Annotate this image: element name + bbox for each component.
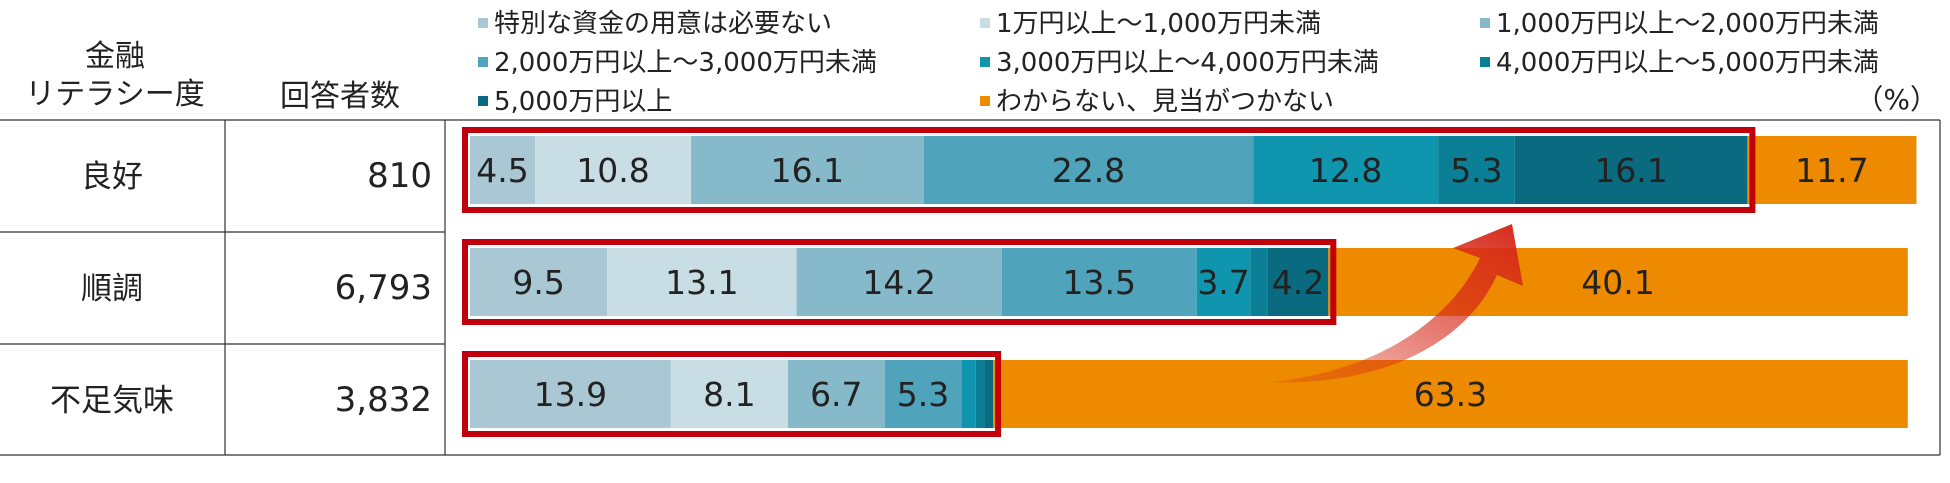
- respondent-count: 6,793: [335, 268, 432, 308]
- legend-swatch: [980, 95, 990, 106]
- legend-item: 1万円以上～1,000万円未満: [980, 8, 1321, 40]
- bar-segment: [1250, 248, 1268, 316]
- legend-label: 1万円以上～1,000万円未満: [996, 9, 1321, 39]
- highlight-frame: [462, 239, 1337, 325]
- respondent-count: 3,832: [335, 380, 432, 420]
- data-label: 4.2: [1272, 263, 1324, 302]
- bar-segment: [1438, 136, 1515, 204]
- bar-segment: [884, 360, 962, 428]
- bar-segment: [1747, 136, 1917, 204]
- bar-segment: [993, 360, 1908, 428]
- unit-label: （%）: [1855, 83, 1938, 116]
- bar-segment: [923, 136, 1254, 204]
- literacy-header-line1: 金融: [85, 39, 145, 74]
- category-label: 順調: [81, 271, 143, 307]
- data-label: 16.1: [1594, 151, 1667, 190]
- respondents-column-header: 回答者数: [280, 79, 400, 114]
- bar-segment: [961, 360, 976, 428]
- bar-segment: [691, 136, 924, 204]
- bar-segment: [787, 360, 885, 428]
- bar-segment: [984, 360, 994, 428]
- legend-item: 5,000万円以上: [478, 86, 672, 118]
- respondent-count: 810: [367, 156, 432, 196]
- legend-label: 4,000万円以上～5,000万円未満: [1496, 48, 1879, 78]
- legend-label: わからない、見当がつかない: [996, 87, 1335, 117]
- highlight-frame: [462, 127, 1756, 213]
- bar-segment: [1514, 136, 1748, 204]
- bar-segment: [1001, 248, 1197, 316]
- bar-segment: [1267, 248, 1329, 316]
- data-label: 6.7: [810, 375, 862, 414]
- literacy-header-line2: リテラシー度: [25, 77, 205, 112]
- bars: 4.5 10.8 16.1 22.8 12.8 5.3 16.1 11.7 9.5 13.1 14.…: [470, 136, 1917, 428]
- data-label: 14.2: [862, 263, 935, 302]
- legend-swatch: [1480, 17, 1490, 28]
- data-label: 12.8: [1309, 151, 1382, 190]
- legend-swatch: [980, 17, 990, 28]
- bar-segment: [470, 360, 671, 428]
- highlight-frames: [462, 127, 1756, 437]
- category-label: 良好: [81, 159, 143, 195]
- data-label: 9.5: [512, 263, 564, 302]
- legend-swatch: [1480, 56, 1490, 67]
- legend-label: 5,000万円以上: [494, 87, 673, 117]
- data-label: 40.1: [1581, 263, 1654, 302]
- data-label: 13.1: [665, 263, 738, 302]
- literacy-column-header: 金融 リテラシー度: [20, 38, 210, 114]
- data-label: 10.8: [576, 151, 649, 190]
- bar-segment: [796, 248, 1002, 316]
- data-label: 13.9: [534, 375, 607, 414]
- bar-segment: [975, 360, 985, 428]
- legend-item: 4,000万円以上～5,000万円未満: [1480, 47, 1879, 79]
- legend-item: 特別な資金の用意は必要ない: [478, 8, 832, 40]
- bar-segment: [1328, 248, 1908, 316]
- data-label: 4.5: [476, 151, 528, 190]
- bar-segment: [1196, 248, 1251, 316]
- bar-segment: [670, 360, 788, 428]
- legend-item: 2,000万円以上～3,000万円未満: [478, 47, 877, 79]
- legend-label: 3,000万円以上～4,000万円未満: [996, 48, 1379, 78]
- legend-swatch: [478, 56, 488, 67]
- highlight-frame: [462, 351, 1002, 437]
- data-label: 5.3: [1450, 151, 1502, 190]
- data-label: 63.3: [1414, 375, 1487, 414]
- category-label: 不足気味: [50, 383, 174, 419]
- legend-item: 3,000万円以上～4,000万円未満: [980, 47, 1379, 79]
- legend-label: 2,000万円以上～3,000万円未満: [494, 48, 877, 78]
- row-labels: 良好 810 順調 6,793 不足気味 3,832: [50, 156, 432, 420]
- bar-segment: [470, 136, 536, 204]
- data-label: 5.3: [897, 375, 949, 414]
- legend-label: 特別な資金の用意は必要ない: [494, 9, 833, 39]
- data-label: 8.1: [703, 375, 755, 414]
- legend-item: 1,000万円以上～2,000万円未満: [1480, 8, 1879, 40]
- trend-arrow-icon: [1272, 224, 1523, 383]
- legend-swatch: [478, 95, 488, 106]
- data-label: 22.8: [1052, 151, 1125, 190]
- legend-item: わからない、見当がつかない: [980, 86, 1334, 118]
- bar-segment: [470, 248, 608, 316]
- bar-segment: [535, 136, 692, 204]
- bar-segment: [607, 248, 797, 316]
- data-label: 11.7: [1795, 151, 1868, 190]
- table-grid: [0, 119, 1941, 456]
- legend-swatch: [478, 17, 488, 28]
- data-label: 16.1: [771, 151, 844, 190]
- bar-segment: [1253, 136, 1439, 204]
- data-label: 3.7: [1197, 263, 1249, 302]
- data-label: 13.5: [1063, 263, 1136, 302]
- legend-label: 1,000万円以上～2,000万円未満: [1496, 9, 1879, 39]
- legend-swatch: [980, 56, 990, 67]
